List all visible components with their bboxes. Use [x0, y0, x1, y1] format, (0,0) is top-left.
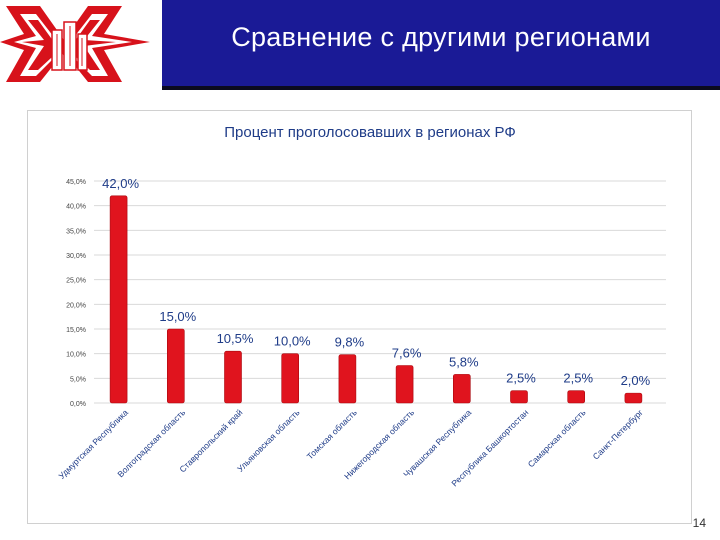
data-label: 7,6% — [392, 346, 422, 361]
y-tick-label: 0,0% — [70, 401, 86, 408]
logo — [0, 0, 162, 86]
bar — [510, 390, 528, 404]
data-label: 2,5% — [506, 371, 536, 386]
bar — [624, 392, 643, 404]
logo-icon — [0, 6, 150, 82]
data-label: 42,0% — [102, 176, 139, 191]
bar — [395, 365, 414, 404]
bar — [109, 195, 128, 404]
y-tick-label: 45,0% — [66, 179, 86, 186]
category-label: Ульяновская область — [235, 407, 302, 474]
y-tick-label: 5,0% — [70, 376, 86, 383]
category-label: Ставропольский край — [177, 407, 244, 474]
header-rule — [162, 86, 720, 90]
category-label: Томская область — [305, 407, 359, 461]
title-bar: Сравнение с другими регионами — [162, 0, 720, 86]
chart-frame: Процент проголосовавших в регионах РФ 0,0… — [27, 110, 692, 524]
page-number: 14 — [692, 516, 706, 530]
data-label: 2,5% — [563, 371, 593, 386]
y-tick-label: 20,0% — [66, 302, 86, 309]
category-label: Санкт-Петербург — [591, 407, 645, 461]
y-tick-label: 35,0% — [66, 228, 86, 235]
y-tick-label: 10,0% — [66, 352, 86, 359]
category-label: Самарская область — [526, 407, 588, 469]
data-label: 5,8% — [449, 354, 479, 369]
y-tick-label: 15,0% — [66, 327, 86, 334]
slide-title: Сравнение с другими регионами — [231, 22, 651, 52]
y-tick-label: 25,0% — [66, 278, 86, 285]
data-label: 10,5% — [217, 331, 254, 346]
bar — [167, 328, 185, 404]
data-label: 2,0% — [621, 373, 651, 388]
bar — [567, 390, 586, 404]
data-label: 15,0% — [159, 309, 196, 324]
y-tick-label: 40,0% — [66, 204, 86, 211]
data-label: 10,0% — [274, 334, 311, 349]
bar — [338, 354, 357, 404]
slide-header: Сравнение с другими регионами — [0, 0, 720, 90]
bar — [281, 353, 299, 404]
data-label: 9,8% — [335, 335, 365, 350]
y-tick-label: 30,0% — [66, 253, 86, 260]
bar — [452, 374, 471, 404]
bar-chart: Процент проголосовавших в регионах РФ 0,0… — [56, 124, 666, 488]
bar — [224, 350, 242, 404]
chart-title: Процент проголосовавших в регионах РФ — [224, 124, 516, 141]
